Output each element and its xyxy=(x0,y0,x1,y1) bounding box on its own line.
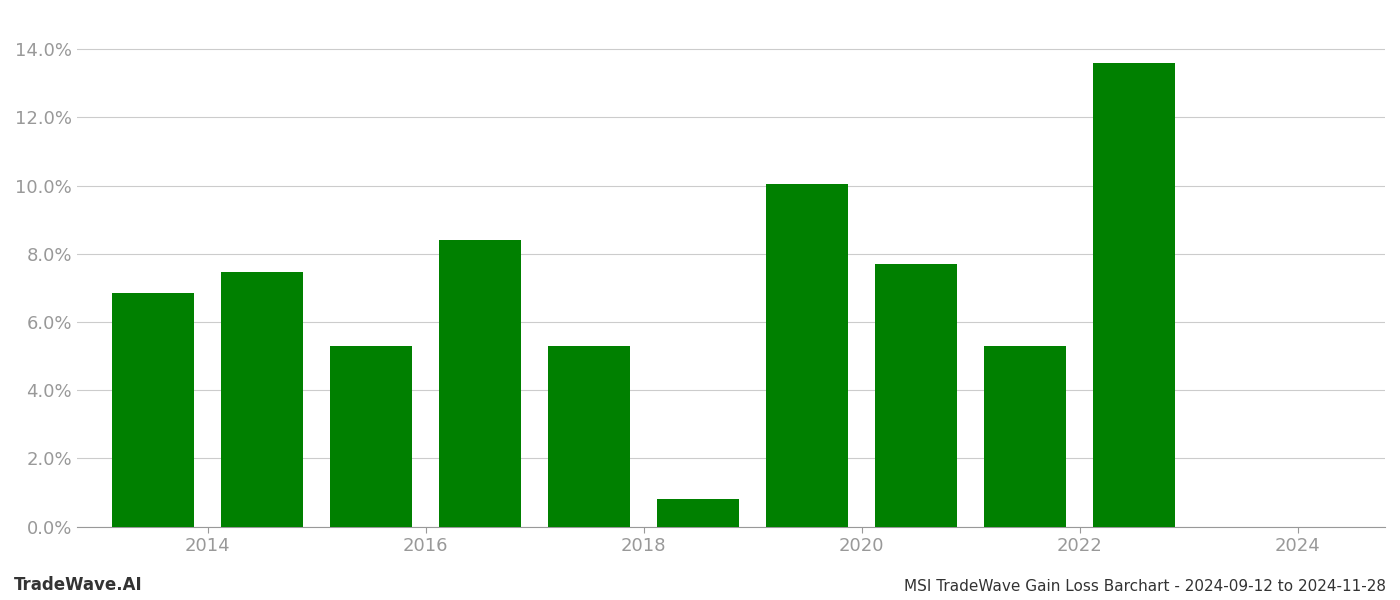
Bar xyxy=(658,499,739,527)
Text: MSI TradeWave Gain Loss Barchart - 2024-09-12 to 2024-11-28: MSI TradeWave Gain Loss Barchart - 2024-… xyxy=(904,579,1386,594)
Bar xyxy=(984,346,1067,527)
Bar xyxy=(221,272,302,527)
Bar xyxy=(766,184,848,527)
Bar xyxy=(440,240,521,527)
Bar xyxy=(875,264,958,527)
Bar xyxy=(549,346,630,527)
Bar xyxy=(112,293,195,527)
Bar xyxy=(1093,63,1175,527)
Bar xyxy=(330,346,412,527)
Text: TradeWave.AI: TradeWave.AI xyxy=(14,576,143,594)
